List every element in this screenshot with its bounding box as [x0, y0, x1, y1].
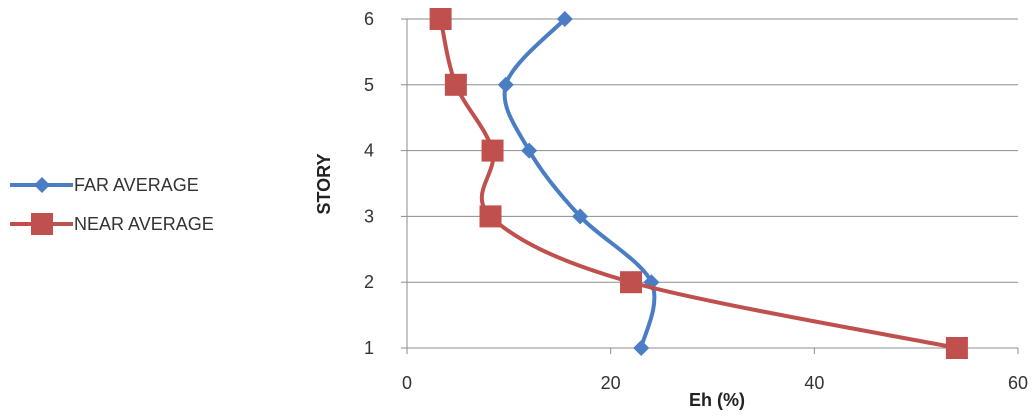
data-point-near-average-4 — [444, 73, 467, 96]
data-point-far-average-5 — [556, 11, 573, 27]
y-axis-title: STORY — [314, 153, 334, 214]
legend-label-near-average: NEAR AVERAGE — [74, 214, 214, 234]
y-tick-labels: 1 2 3 4 5 6 — [364, 9, 407, 358]
series-layer — [429, 8, 968, 359]
x-tick-label-40: 40 — [804, 373, 824, 393]
data-point-near-average-0 — [945, 337, 968, 359]
y-tick-label-5: 5 — [364, 75, 374, 95]
y-tick-label-4: 4 — [364, 141, 374, 161]
legend-label-far-average: FAR AVERAGE — [74, 175, 199, 195]
legend-item-near-average: NEAR AVERAGE — [10, 213, 214, 235]
series-far-average — [497, 11, 660, 356]
data-point-far-average-4 — [497, 76, 514, 93]
legend: FAR AVERAGE NEAR AVERAGE — [10, 175, 214, 235]
gridlines — [407, 18, 1018, 349]
series-near-average — [429, 8, 968, 359]
x-tick-label-60: 60 — [1008, 373, 1028, 393]
y-tick-label-1: 1 — [364, 338, 374, 358]
legend-marker-far-average — [34, 177, 50, 193]
legend-item-far-average: FAR AVERAGE — [10, 175, 199, 195]
data-point-far-average-0 — [633, 340, 650, 356]
y-tick-label-2: 2 — [364, 272, 374, 292]
axes — [406, 19, 1018, 349]
x-tick-labels: 0 20 40 60 — [402, 348, 1028, 393]
data-point-near-average-3 — [481, 139, 504, 162]
data-point-near-average-5 — [429, 8, 452, 30]
data-point-far-average-3 — [521, 142, 538, 159]
y-tick-label-6: 6 — [364, 9, 374, 29]
data-point-near-average-1 — [620, 271, 643, 294]
data-point-far-average-2 — [572, 208, 589, 225]
x-axis-title: Eh (%) — [689, 390, 745, 410]
y-tick-label-3: 3 — [364, 206, 374, 226]
series-line-far-average — [502, 17, 657, 349]
x-tick-label-0: 0 — [402, 373, 412, 393]
legend-marker-near-average — [31, 213, 53, 235]
data-point-near-average-2 — [479, 205, 502, 228]
x-tick-label-20: 20 — [601, 373, 621, 393]
series-line-near-average — [438, 18, 958, 350]
